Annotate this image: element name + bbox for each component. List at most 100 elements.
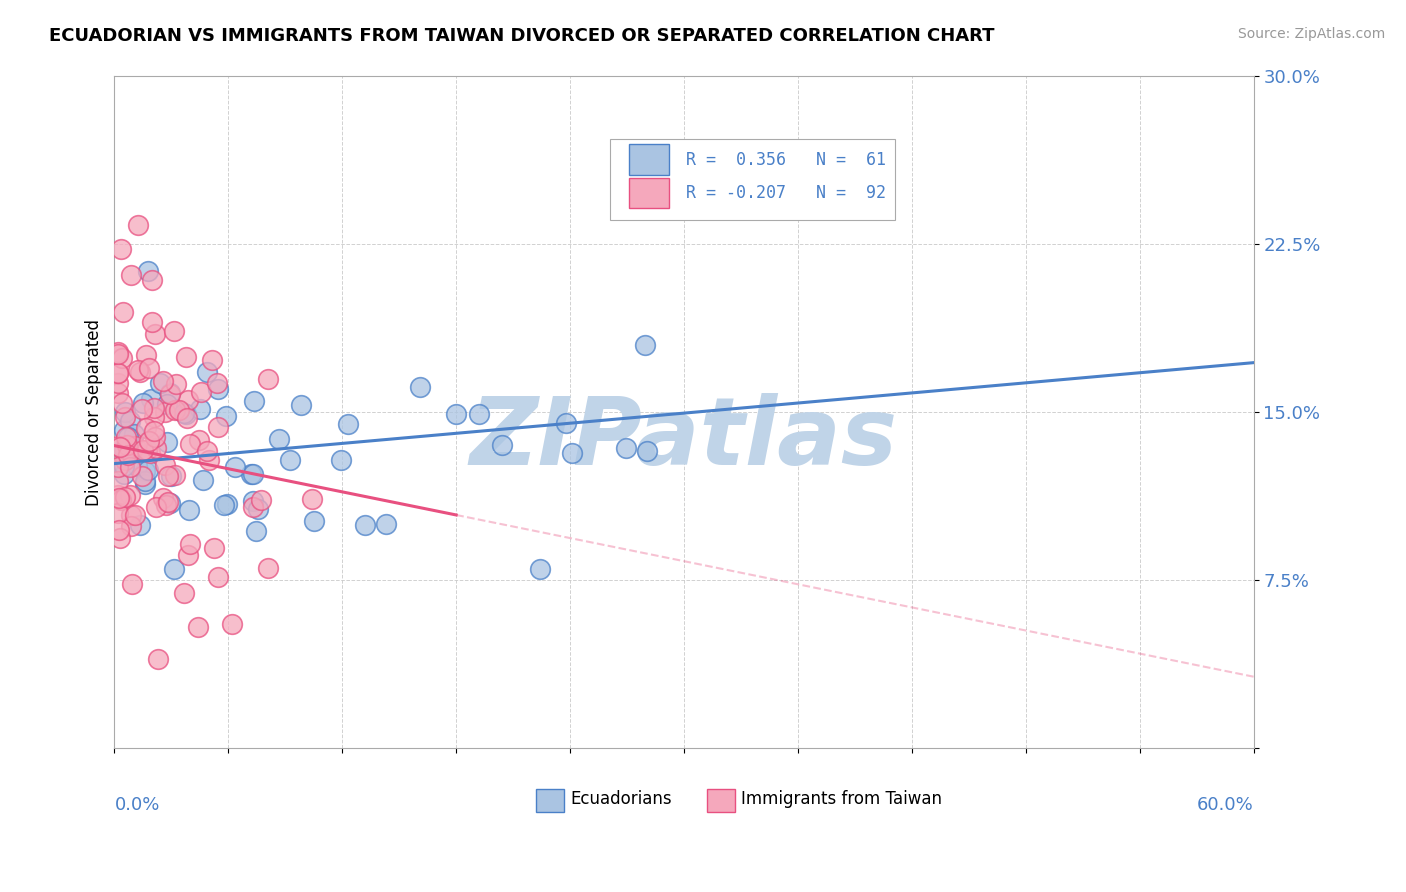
Point	[122, 426, 145, 441]
FancyBboxPatch shape	[536, 789, 564, 813]
Point	[257, 561, 280, 575]
Point	[215, 409, 238, 423]
Point	[174, 350, 197, 364]
Point	[132, 395, 155, 409]
Text: Immigrants from Taiwan: Immigrants from Taiwan	[741, 790, 942, 808]
Point	[145, 500, 167, 514]
FancyBboxPatch shape	[630, 145, 669, 175]
Point	[142, 409, 165, 424]
Point	[124, 508, 146, 522]
Point	[337, 417, 360, 431]
Point	[115, 438, 138, 452]
Point	[134, 475, 156, 489]
Point	[111, 305, 134, 319]
Point	[108, 440, 131, 454]
Point	[201, 352, 224, 367]
Point	[107, 366, 129, 380]
Point	[131, 469, 153, 483]
Point	[138, 434, 160, 449]
Point	[107, 475, 129, 489]
Text: Source: ZipAtlas.com: Source: ZipAtlas.com	[1237, 27, 1385, 41]
Point	[107, 344, 129, 359]
Point	[143, 327, 166, 342]
Text: R = -0.207   N =  92: R = -0.207 N = 92	[686, 185, 886, 202]
Point	[207, 420, 229, 434]
Point	[207, 383, 229, 397]
Point	[177, 392, 200, 407]
Point	[157, 469, 180, 483]
Point	[120, 518, 142, 533]
Text: ECUADORIAN VS IMMIGRANTS FROM TAIWAN DIVORCED OR SEPARATED CORRELATION CHART: ECUADORIAN VS IMMIGRANTS FROM TAIWAN DIV…	[49, 27, 994, 45]
Point	[129, 365, 152, 379]
Point	[139, 446, 162, 460]
Point	[107, 376, 129, 390]
Point	[143, 424, 166, 438]
Point	[155, 498, 177, 512]
Point	[409, 380, 432, 394]
Point	[207, 570, 229, 584]
Point	[374, 517, 396, 532]
Point	[156, 435, 179, 450]
Point	[107, 385, 129, 400]
Point	[243, 394, 266, 409]
Point	[167, 403, 190, 417]
Point	[179, 503, 201, 517]
Point	[195, 365, 218, 379]
Point	[159, 387, 181, 401]
Point	[107, 459, 129, 474]
FancyBboxPatch shape	[630, 178, 669, 209]
Point	[112, 443, 135, 458]
Point	[278, 453, 301, 467]
Point	[247, 502, 270, 516]
Point	[304, 515, 326, 529]
Point	[174, 407, 197, 421]
Point	[198, 453, 221, 467]
Point	[156, 495, 179, 509]
Point	[152, 491, 174, 505]
Point	[114, 409, 136, 424]
Point	[132, 442, 155, 457]
Point	[127, 458, 149, 473]
Point	[242, 500, 264, 515]
Text: R =  0.356   N =  61: R = 0.356 N = 61	[686, 151, 886, 169]
Point	[124, 439, 146, 453]
Point	[153, 458, 176, 473]
Point	[145, 441, 167, 455]
Point	[118, 413, 141, 427]
Point	[112, 423, 135, 437]
FancyBboxPatch shape	[707, 789, 735, 813]
Point	[177, 549, 200, 563]
Point	[163, 324, 186, 338]
Point	[242, 493, 264, 508]
Point	[136, 264, 159, 278]
Point	[118, 459, 141, 474]
Point	[634, 338, 657, 352]
Point	[129, 517, 152, 532]
Point	[636, 444, 658, 458]
Point	[616, 441, 638, 455]
Point	[195, 443, 218, 458]
Point	[141, 315, 163, 329]
Point	[107, 491, 129, 506]
Point	[245, 524, 267, 538]
Point	[120, 508, 142, 522]
Point	[134, 476, 156, 491]
Point	[491, 438, 513, 452]
Text: 60.0%: 60.0%	[1197, 796, 1254, 814]
Point	[159, 385, 181, 400]
Point	[173, 586, 195, 600]
Point	[561, 446, 583, 460]
Point	[163, 403, 186, 417]
Point	[107, 366, 129, 380]
Point	[221, 616, 243, 631]
Point	[190, 385, 212, 400]
Point	[529, 562, 551, 576]
Point	[173, 406, 195, 420]
Point	[163, 562, 186, 576]
FancyBboxPatch shape	[610, 139, 894, 220]
Point	[120, 268, 142, 282]
Point	[555, 416, 578, 430]
Point	[143, 401, 166, 416]
Point	[114, 405, 136, 419]
Point	[446, 407, 468, 421]
